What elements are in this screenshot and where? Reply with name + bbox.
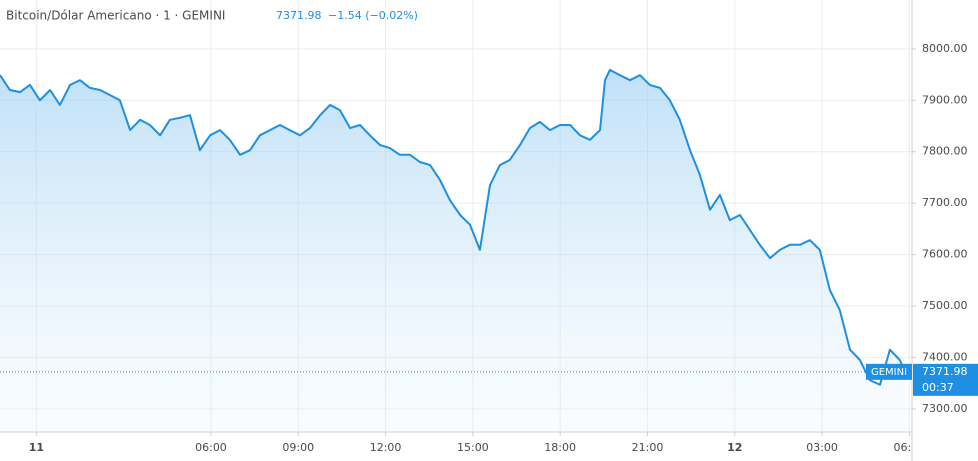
x-tick-label: 21:00 — [632, 441, 664, 454]
header-change: −1.54 (−0.02%) — [328, 9, 418, 22]
x-tick-label: 15:00 — [457, 441, 489, 454]
x-tick-label: 11 — [29, 441, 44, 454]
x-tick-label: 12:00 — [370, 441, 402, 454]
x-tick-label: 18:00 — [544, 441, 576, 454]
y-tick-label: 7300.00 — [922, 402, 968, 415]
y-tick-label: 7400.00 — [922, 350, 968, 363]
x-tick-label: 06:00 — [894, 441, 926, 454]
price-badge-label: 7371.98 — [922, 365, 968, 378]
price-line — [0, 68, 906, 386]
price-badge — [913, 363, 978, 396]
y-tick-label: 7600.00 — [922, 248, 968, 261]
area-fill — [0, 69, 905, 433]
y-tick-label: 8000.00 — [922, 42, 968, 55]
header-price: 7371.98 — [276, 9, 322, 22]
y-tick-label: 7800.00 — [922, 145, 968, 158]
countdown-label: 00:37 — [922, 381, 954, 394]
x-tick-label: 12 — [727, 441, 742, 454]
y-tick-label: 7900.00 — [922, 93, 968, 106]
exchange-label: GEMINI — [871, 367, 907, 378]
x-tick-label: 09:00 — [282, 441, 314, 454]
x-tick-label: 03:00 — [806, 441, 838, 454]
x-tick-label: 06:00 — [195, 441, 227, 454]
exchange-badge — [866, 363, 912, 380]
y-tick-label: 7700.00 — [922, 196, 968, 209]
x-tick-labels: 11 06:00 09:00 12:00 15:00 18:00 21:00 12 03:00 0… — [29, 441, 926, 454]
chart-title: Bitcoin/Dólar Americano · 1 · GEMINI — [6, 9, 225, 23]
y-tick-label: 7500.00 — [922, 299, 968, 312]
